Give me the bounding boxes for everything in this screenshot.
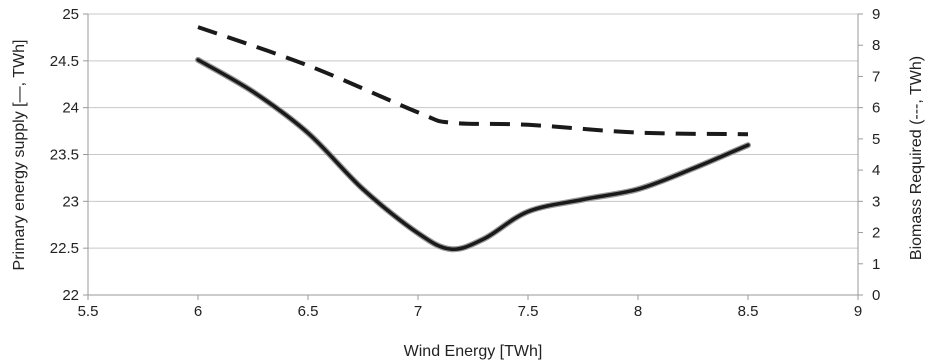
y2-tick-label: 5 bbox=[872, 131, 880, 148]
y-axis-title: Primary energy supply [―, TWh] bbox=[11, 40, 28, 271]
primary-energy-line bbox=[196, 58, 750, 251]
y-tick-label: 24.5 bbox=[50, 53, 79, 70]
x-tick-label: 8.5 bbox=[738, 303, 759, 320]
y2-tick-label: 9 bbox=[872, 6, 880, 23]
y2-tick-label: 4 bbox=[872, 162, 880, 179]
biomass-required-line bbox=[197, 25, 749, 137]
x-tick-label: 7.5 bbox=[518, 303, 539, 320]
y-tick-labels: 22 22.5 23 23.5 24 24.5 25 bbox=[50, 6, 88, 304]
x-tick-label: 7 bbox=[414, 303, 422, 320]
y2-tick-label: 8 bbox=[872, 37, 880, 54]
y2-tick-label: 6 bbox=[872, 100, 880, 117]
x-tick-label: 6.5 bbox=[298, 303, 319, 320]
grid-lines bbox=[88, 13, 858, 296]
y-tick-label: 24 bbox=[62, 100, 79, 117]
x-tick-label: 6 bbox=[194, 303, 202, 320]
y-tick-label: 25 bbox=[62, 6, 79, 23]
y2-tick-label: 1 bbox=[872, 256, 880, 273]
y2-tick-label: 7 bbox=[872, 68, 880, 85]
x-tick-label: 9 bbox=[854, 303, 862, 320]
x-axis-title: Wind Energy [TWh] bbox=[404, 343, 543, 360]
y2-axis-title: Biomass Required (---, TWh) bbox=[908, 56, 925, 260]
y-tick-label: 23.5 bbox=[50, 147, 79, 164]
y2-tick-label: 2 bbox=[872, 225, 880, 242]
y2-tick-label: 0 bbox=[872, 287, 880, 304]
x-tick-label: 8 bbox=[634, 303, 642, 320]
y-tick-label: 23 bbox=[62, 193, 79, 210]
y-tick-label: 22.5 bbox=[50, 240, 79, 257]
y2-tick-label: 3 bbox=[872, 193, 880, 210]
y2-tick-labels: 0 1 2 3 4 5 6 7 8 9 bbox=[858, 6, 880, 304]
series-group bbox=[195, 25, 751, 253]
x-tick-label: 5.5 bbox=[78, 303, 99, 320]
x-tick-labels: 5.5 6 6.5 7 7.5 8 8.5 9 bbox=[78, 295, 862, 320]
y-tick-label: 22 bbox=[62, 287, 79, 304]
